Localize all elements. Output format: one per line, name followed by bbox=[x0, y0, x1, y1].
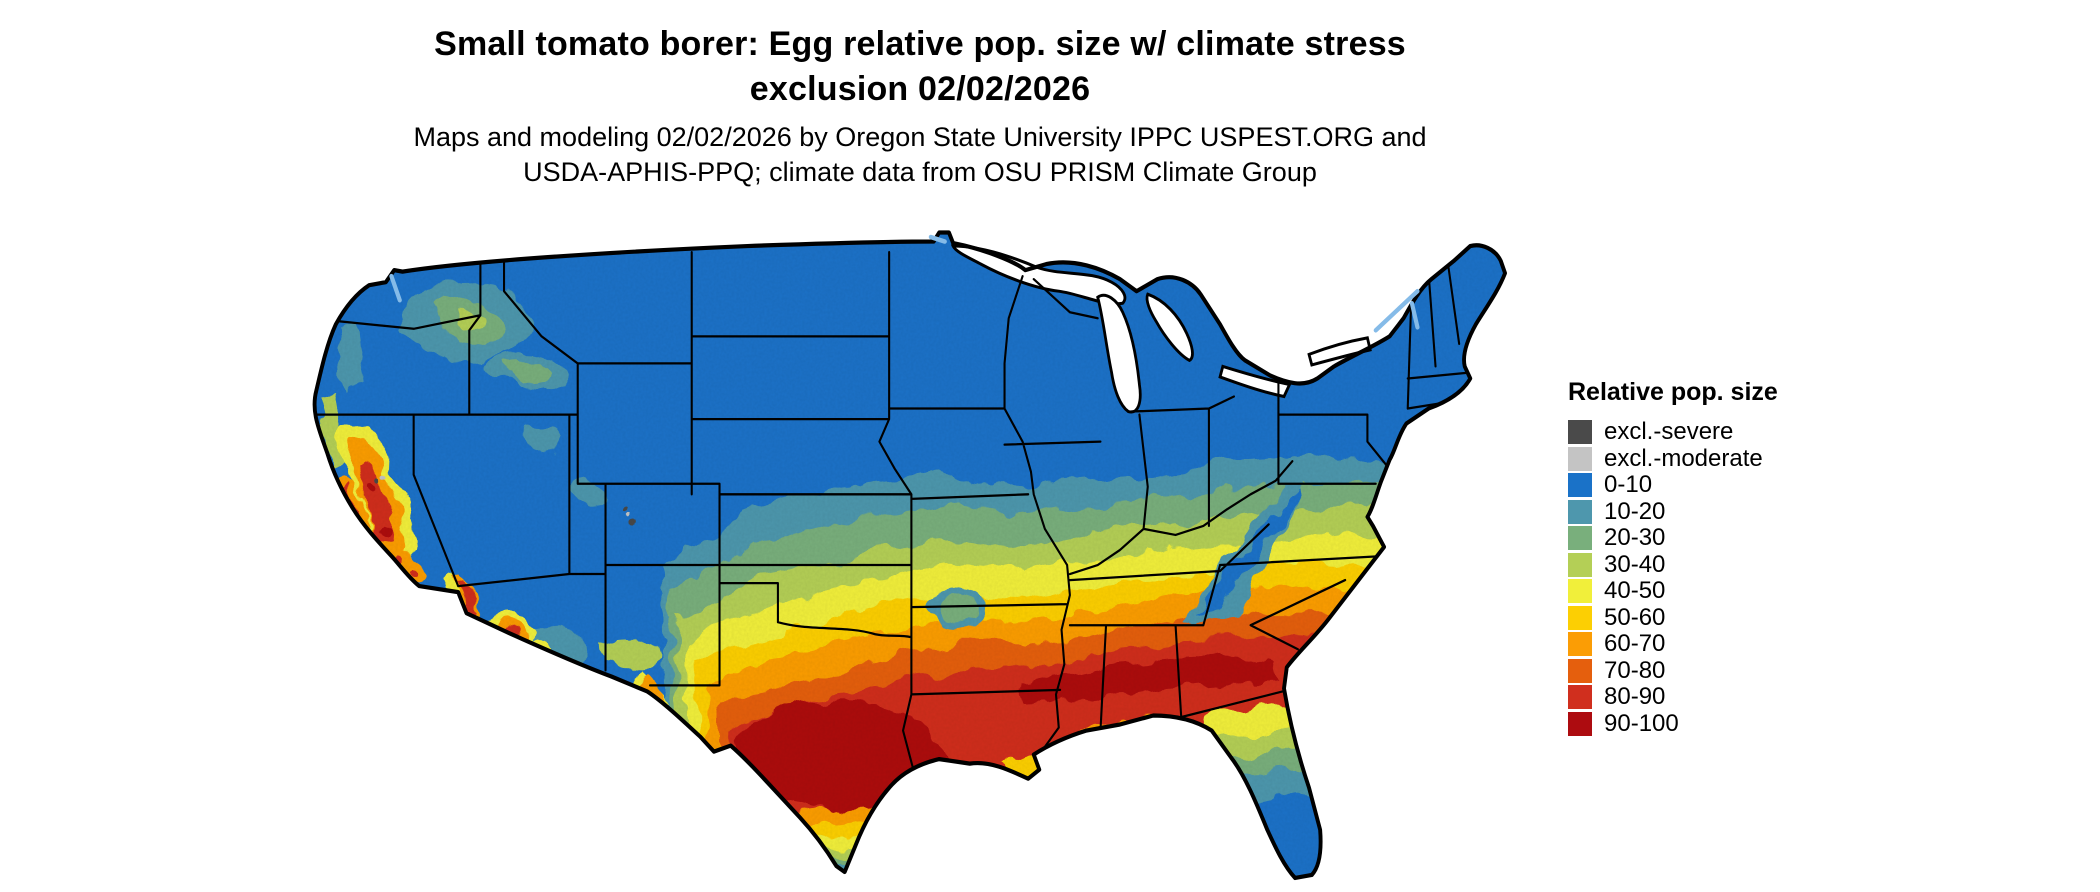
map-title-line1: Small tomato borer: Egg relative pop. si… bbox=[434, 25, 1406, 63]
legend-swatch bbox=[1568, 552, 1592, 577]
map-title: Small tomato borer: Egg relative pop. si… bbox=[0, 22, 1840, 112]
legend-label: excl.-moderate bbox=[1604, 444, 1763, 472]
legend-swatch bbox=[1568, 685, 1592, 710]
legend-row-90-100: 90-100 bbox=[1568, 709, 1778, 738]
lake-michigan bbox=[1096, 293, 1142, 414]
legend-label: 30-40 bbox=[1604, 550, 1666, 578]
legend-row-excl-moderate: excl.-moderate bbox=[1568, 444, 1778, 473]
legend-title: Relative pop. size bbox=[1568, 378, 1778, 406]
legend-swatch bbox=[1568, 446, 1592, 471]
lake-erie bbox=[1218, 364, 1292, 399]
heat-layers bbox=[314, 232, 1506, 878]
raster-grain bbox=[314, 232, 1506, 878]
lake-huron bbox=[1145, 292, 1194, 363]
legend-label: excl.-severe bbox=[1604, 418, 1734, 446]
legend-label: 40-50 bbox=[1604, 577, 1666, 605]
legend-swatch bbox=[1568, 499, 1592, 524]
legend-row-excl-severe: excl.-severe bbox=[1568, 418, 1778, 446]
water-accents bbox=[389, 234, 1420, 333]
legend-label: 60-70 bbox=[1604, 630, 1666, 658]
legend-label: 50-60 bbox=[1604, 603, 1666, 631]
legend-swatch bbox=[1568, 473, 1592, 498]
legend-swatch bbox=[1568, 658, 1592, 683]
us-map bbox=[308, 228, 1512, 884]
legend-label: 10-20 bbox=[1604, 497, 1666, 525]
lake-ontario bbox=[1307, 336, 1372, 367]
legend: Relative pop. size excl.-severe excl.-mod… bbox=[1568, 378, 1778, 737]
legend-label: 80-90 bbox=[1604, 683, 1666, 711]
legend-swatch bbox=[1568, 420, 1592, 445]
legend-swatch bbox=[1568, 711, 1592, 736]
legend-label: 90-100 bbox=[1604, 709, 1679, 737]
map-subtitle-line1: Maps and modeling 02/02/2026 by Oregon S… bbox=[413, 122, 1427, 152]
legend-swatch bbox=[1568, 605, 1592, 630]
legend-swatch bbox=[1568, 579, 1592, 604]
great-lakes bbox=[950, 244, 1372, 414]
legend-label: 20-30 bbox=[1604, 524, 1666, 552]
legend-swatch bbox=[1568, 526, 1592, 551]
legend-row-10-20: 10-20 bbox=[1568, 497, 1778, 526]
map-subtitle-line2: USDA-APHIS-PPQ; climate data from OSU PR… bbox=[523, 157, 1317, 188]
legend-row-70-80: 70-80 bbox=[1568, 656, 1778, 685]
legend-row-40-50: 40-50 bbox=[1568, 577, 1778, 605]
legend-rows: excl.-severe excl.-moderate 0-10 10-20 20-30… bbox=[1568, 418, 1778, 738]
map-subtitle: Maps and modeling 02/02/2026 by Oregon S… bbox=[0, 120, 1840, 190]
legend-row-20-30: 20-30 bbox=[1568, 524, 1778, 552]
legend-row-50-60: 50-60 bbox=[1568, 603, 1778, 632]
legend-label: 70-80 bbox=[1604, 656, 1666, 684]
legend-row-80-90: 80-90 bbox=[1568, 683, 1778, 711]
map-title-line2: exclusion 02/02/2026 bbox=[749, 69, 1091, 108]
legend-row-60-70: 60-70 bbox=[1568, 630, 1778, 658]
us-choropleth-map-svg bbox=[308, 228, 1512, 884]
legend-row-0-10: 0-10 bbox=[1568, 471, 1778, 499]
legend-swatch bbox=[1568, 632, 1592, 657]
legend-label: 0-10 bbox=[1604, 471, 1653, 499]
legend-row-30-40: 30-40 bbox=[1568, 550, 1778, 579]
